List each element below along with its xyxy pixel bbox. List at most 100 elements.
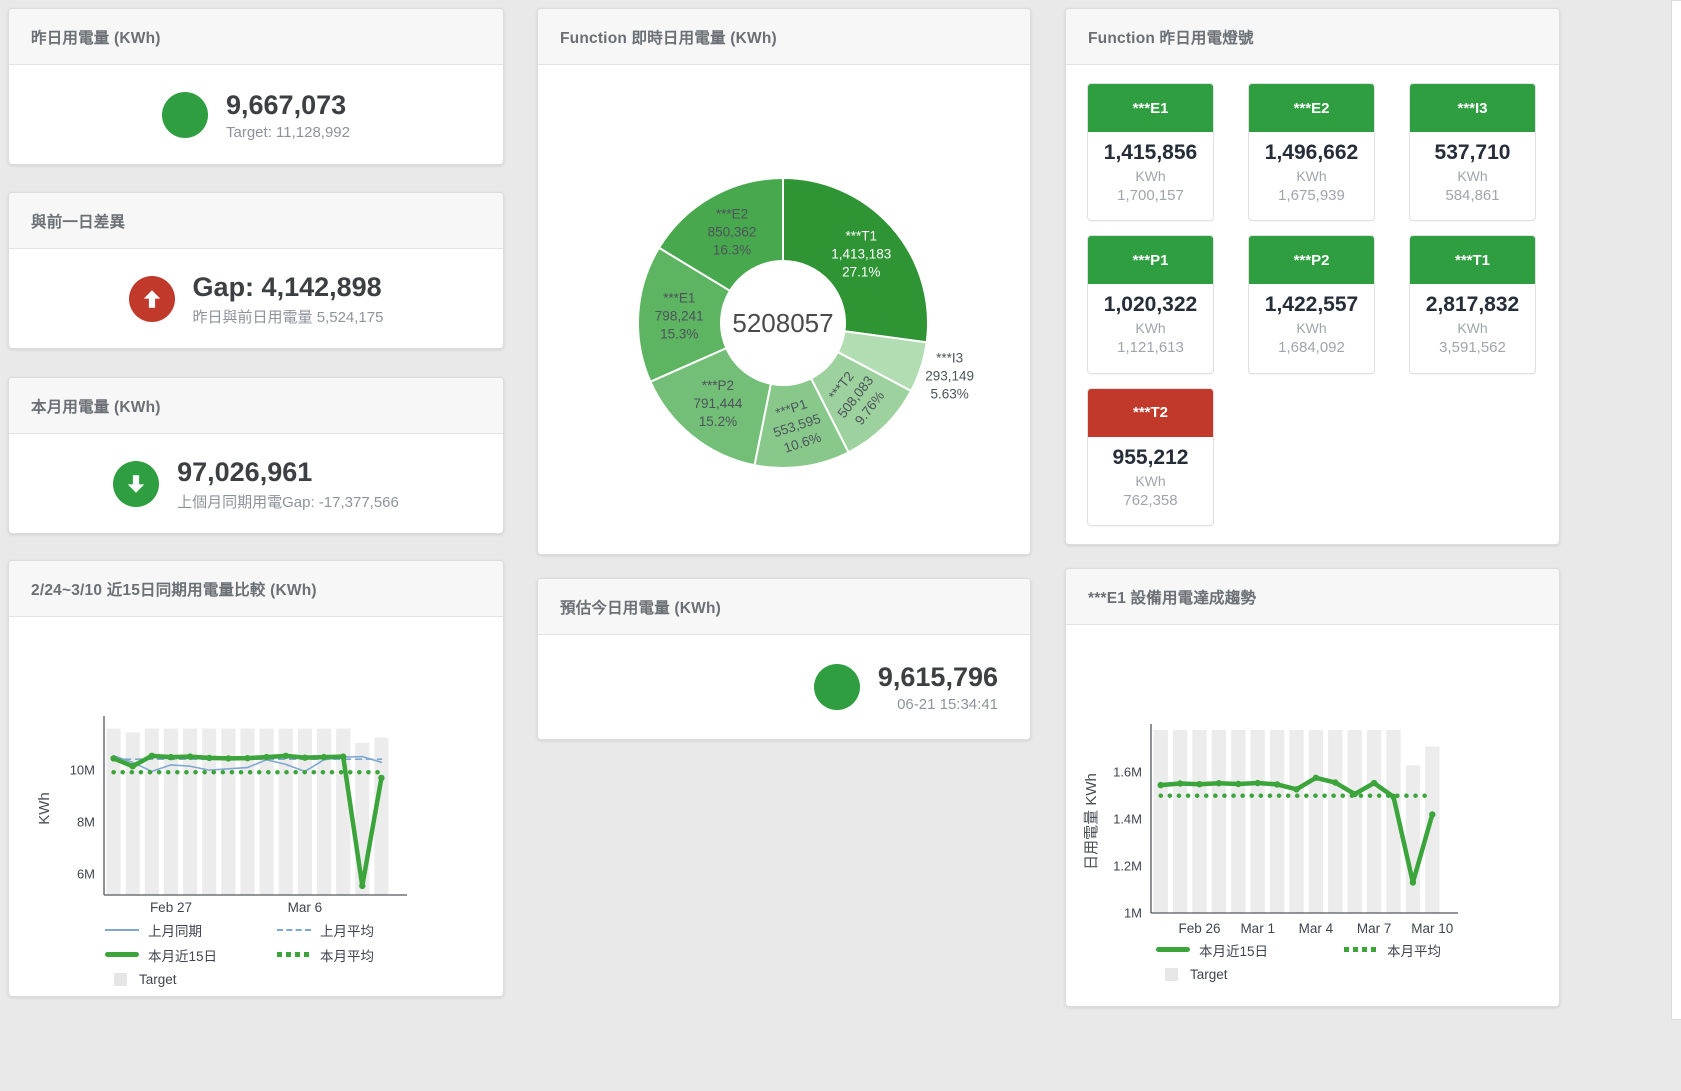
panel-header: 昨日用電量 (KWh) (9, 9, 503, 65)
svg-text:***T1: ***T1 (846, 229, 878, 244)
tile-value: 1,415,856 (1103, 141, 1198, 164)
tile-header: ***E1 (1088, 84, 1213, 132)
panel-header: ***E1 設備用電達成趨勢 (1066, 569, 1559, 625)
tile-body: 2,817,832 KWh 3,591,562 (1410, 284, 1535, 366)
donut-label-T1: ***T1 1,413,183 27.1% (831, 229, 891, 280)
tile-target: 762,358 (1123, 491, 1178, 509)
series-thick (1157, 774, 1436, 886)
clipped-panel-edge (1671, 0, 1681, 1020)
legend-label: Target (1190, 967, 1228, 982)
y-axis-title: 日用電量 KWh (1083, 773, 1100, 870)
donut-slice-T1[interactable] (782, 177, 929, 344)
panel-yesterday-usage: 昨日用電量 (KWh) 9,667,073 Target: 11,128,992 (8, 8, 504, 165)
svg-text:***I3: ***I3 (936, 351, 963, 366)
arrow-down-icon (113, 460, 160, 507)
stat-value: Gap: 4,142,898 (192, 271, 382, 302)
legend-item-thin-0[interactable]: 上月同期 (105, 919, 277, 940)
donut-label-E2: ***E2 850,362 16.3% (708, 206, 757, 257)
svg-text:798,241: 798,241 (655, 308, 704, 323)
legend-label: 本月近15日 (1199, 943, 1269, 959)
x-tick-label: Feb 26 (1178, 921, 1220, 936)
panel-title: 預估今日用電量 (KWh) (560, 599, 722, 617)
panel-estimate-today: 預估今日用電量 (KWh) 9,615,796 06-21 15:34:41 (537, 578, 1031, 740)
tile-header: ***I3 (1410, 84, 1535, 132)
tile-body: 537,710 KWh 584,861 (1410, 132, 1535, 214)
tile-header: ***T2 (1088, 388, 1213, 437)
panel-header: 2/24~3/10 近15日同期用電量比較 (KWh) (9, 561, 503, 617)
panel-title: 與前一日差異 (31, 213, 126, 231)
tile-target: 1,121,613 (1117, 339, 1184, 357)
panel-header: 預估今日用電量 (KWh) (538, 579, 1030, 635)
y-tick-label: 1M (1124, 906, 1142, 921)
light-tile-T1: ***T1 2,817,832 KWh 3,591,562 (1409, 235, 1536, 374)
svg-text:***P2: ***P2 (702, 378, 734, 393)
legend-item-square-4[interactable]: Target (105, 969, 277, 990)
legend-item-thick-2[interactable]: 本月近15日 (105, 944, 277, 965)
stat-value: 9,667,073 (226, 89, 347, 120)
light-tile-T2: ***T2 955,212 KWh 762,358 (1087, 387, 1214, 526)
target-bars (106, 728, 389, 895)
panel-compare15: 2/24~3/10 近15日同期用電量比較 (KWh) 6M 8M 10M Feb 2… (8, 560, 504, 997)
tile-target: 1,675,939 (1278, 187, 1345, 204)
tile-value: 2,817,832 (1425, 293, 1520, 317)
svg-text:791,444: 791,444 (694, 396, 743, 411)
svg-text:1,413,183: 1,413,183 (831, 247, 891, 262)
svg-text:15.2%: 15.2% (699, 414, 737, 429)
legend-label: 本月近15日 (148, 948, 218, 964)
light-tile-I3: ***I3 537,710 KWh 584,861 (1409, 83, 1536, 222)
donut-slice-E2[interactable] (658, 177, 784, 292)
tile-unit: KWh (1457, 168, 1488, 184)
panel-lights: Function 昨日用電燈號 ***E1 1,415,856 KWh 1,700,1… (1065, 8, 1560, 545)
panel-header: 本月用電量 (KWh) (9, 378, 503, 434)
e1-trend-chart: 1M 1.2M 1.4M 1.6M Feb 26 Mar 1 Mar 4 Mar 7 Mar 1… (1083, 724, 1458, 936)
panel-title: 本月用電量 (KWh) (31, 398, 161, 416)
tile-body: 1,020,322 KWh 1,121,613 (1088, 284, 1213, 366)
tile-target: 1,700,157 (1117, 187, 1184, 204)
legend-item-dot-1[interactable]: 本月平均 (1344, 939, 1516, 960)
stat-subtitle: Target: 11,128,992 (226, 123, 350, 141)
legend-swatch-thick-icon (105, 952, 139, 957)
legend-swatch-dot-icon (277, 952, 311, 957)
light-tile-E1: ***E1 1,415,856 KWh 1,700,157 (1087, 83, 1214, 222)
x-tick-label: Mar 6 (288, 900, 323, 915)
compare15-chart: 6M 8M 10M Feb 27 Mar 6 KWh (36, 716, 407, 915)
tile-header: ***E2 (1249, 84, 1374, 132)
panel-title: Function 即時日用電量 (KWh) (560, 29, 777, 47)
y-tick-label: 1.2M (1113, 859, 1142, 874)
lights-grid: ***E1 1,415,856 KWh 1,700,157 ***E2 1,496,662… (1066, 65, 1559, 544)
tile-body: 1,422,557 KWh 1,684,092 (1249, 284, 1374, 366)
y-tick-label: 1.6M (1113, 765, 1142, 780)
x-tick-label: Mar 4 (1299, 921, 1334, 936)
svg-text:850,362: 850,362 (708, 224, 757, 239)
panel-month-usage: 本月用電量 (KWh) 97,026,961 上個月同期用電Gap: -17,3… (8, 377, 504, 534)
tile-header: ***P1 (1088, 236, 1213, 285)
tile-header: ***P2 (1249, 236, 1374, 285)
tile-target: 1,684,092 (1278, 339, 1345, 357)
legend-swatch-square-icon (114, 973, 127, 986)
target-bars (1153, 730, 1440, 913)
tile-value: 1,020,322 (1103, 293, 1198, 317)
light-tile-P2: ***P2 1,422,557 KWh 1,684,092 (1248, 235, 1375, 374)
legend-item-square-2[interactable]: Target (1156, 964, 1344, 985)
light-tile-E2: ***E2 1,496,662 KWh 1,675,939 (1248, 83, 1375, 222)
panel-title: ***E1 設備用電達成趨勢 (1088, 589, 1257, 607)
x-tick-label: Mar 10 (1411, 921, 1453, 936)
tile-unit: KWh (1296, 320, 1327, 337)
tile-value: 537,710 (1434, 141, 1511, 164)
panel-title: 2/24~3/10 近15日同期用電量比較 (KWh) (31, 581, 317, 599)
legend-swatch-thin-icon (105, 928, 139, 931)
svg-text:***E1: ***E1 (663, 290, 695, 305)
stat-value: 9,615,796 (877, 662, 998, 692)
stat-timestamp: 06-21 15:34:41 (897, 696, 998, 713)
tile-value: 1,422,557 (1264, 293, 1359, 317)
panel-header: Function 即時日用電量 (KWh) (538, 9, 1030, 65)
svg-text:5.63%: 5.63% (930, 387, 968, 402)
legend-item-thick-0[interactable]: 本月近15日 (1156, 939, 1344, 960)
legend-item-dash-1[interactable]: 上月平均 (277, 919, 449, 940)
x-tick-label: Feb 27 (150, 900, 192, 915)
x-tick-label: Mar 7 (1357, 921, 1392, 936)
panel-title: Function 昨日用電燈號 (1088, 29, 1254, 47)
legend-item-dot-3[interactable]: 本月平均 (277, 944, 449, 965)
donut-label-I3: ***I3 293,149 5.63% (925, 351, 974, 402)
legend-swatch-square-icon (1165, 968, 1178, 981)
